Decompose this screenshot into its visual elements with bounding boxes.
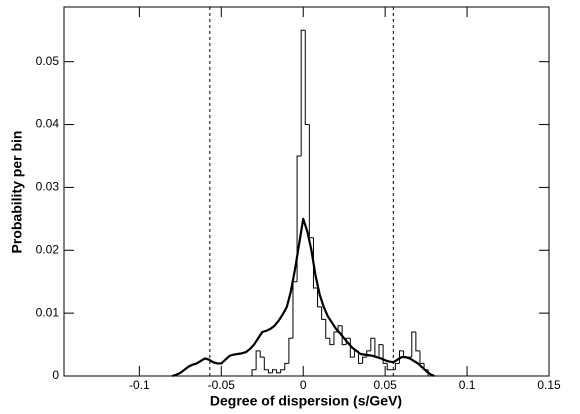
y-axis-title: Probability per bin (9, 131, 25, 254)
y-tick-label: 0 (52, 368, 59, 382)
histogram-step (321, 306, 326, 320)
histogram-step (394, 362, 400, 370)
histogram-step (272, 369, 277, 373)
histogram-step (358, 350, 363, 364)
y-tick-label: 0.05 (36, 54, 60, 68)
y-tick-label: 0.03 (36, 180, 60, 194)
x-tick-label: 0.1 (459, 378, 476, 392)
x-tick-label: -0.1 (129, 378, 150, 392)
y-tick-label: 0.02 (36, 242, 60, 256)
histogram-step (374, 338, 380, 358)
histogram-step (300, 29, 306, 156)
histogram-step (325, 319, 330, 339)
histogram-step (370, 337, 375, 351)
histogram-step (333, 331, 339, 345)
x-tick-label: 0.05 (373, 378, 397, 392)
histogram-step (362, 356, 367, 364)
histogram-step (386, 363, 392, 371)
histogram-step (280, 369, 285, 373)
histogram-step (251, 369, 257, 376)
histogram-step (317, 287, 322, 308)
histogram-step (308, 124, 314, 239)
histogram-step (288, 337, 293, 364)
y-tick-label: 0.01 (36, 305, 60, 319)
histogram-step (276, 369, 281, 374)
histogram-step (378, 344, 384, 358)
histogram-step (259, 350, 265, 358)
histogram-step (312, 237, 318, 289)
curve (171, 217, 435, 378)
histogram-step (296, 155, 302, 282)
histogram-step (304, 30, 310, 126)
histogram-step (284, 362, 289, 370)
histogram-step (411, 331, 416, 358)
histogram-step (292, 281, 298, 339)
x-axis-title: Degree of dispersion (s/GeV) (210, 393, 402, 409)
x-tick-label: 0.15 (537, 378, 561, 392)
x-tick-label: 0 (300, 378, 307, 392)
y-tick-label: 0.04 (36, 117, 60, 131)
histogram-step (263, 357, 269, 371)
x-tick-label: -0.05 (208, 378, 236, 392)
histogram-step (329, 338, 334, 346)
histogram-step (415, 331, 420, 352)
plot-frame (63, 6, 550, 377)
histogram-step (267, 369, 273, 374)
histogram-step (382, 344, 388, 364)
histogram-step (341, 325, 347, 346)
histogram-step (255, 350, 261, 370)
histogram-step (419, 350, 425, 364)
